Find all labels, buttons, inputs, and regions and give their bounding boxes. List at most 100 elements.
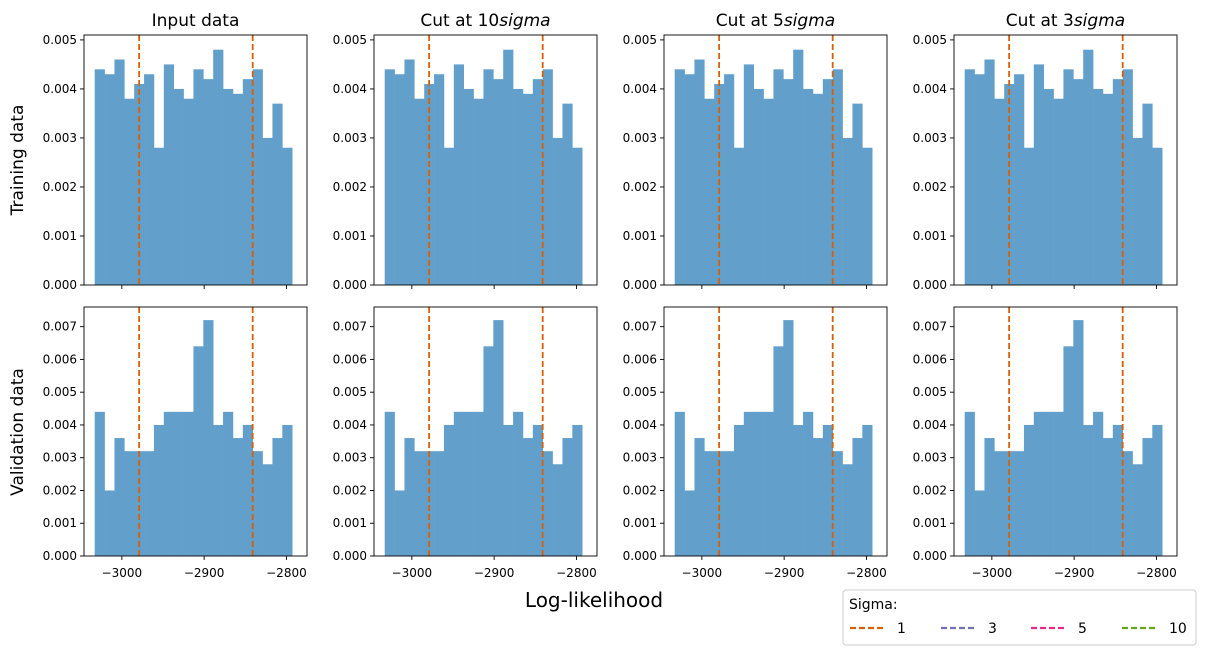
histogram-bar	[262, 464, 273, 556]
histogram-bar	[862, 424, 873, 556]
x-tick-label: −2800	[266, 566, 307, 580]
x-tick-label: −2800	[556, 566, 597, 580]
histogram-bar	[812, 438, 824, 556]
histogram-bar	[272, 103, 283, 286]
histogram-bar	[724, 74, 735, 285]
histogram-bar	[242, 79, 253, 285]
histogram-bar	[704, 451, 715, 556]
histogram-bar	[443, 147, 455, 285]
y-tick-label: 0.003	[623, 131, 657, 145]
histogram-bar	[733, 147, 745, 285]
panel-validation-1: 0.000 0.001 0.002 0.003 0.004 0.005 0.006 0.007…	[333, 306, 598, 580]
histogram-bar	[684, 74, 695, 285]
histogram-bar	[232, 438, 244, 556]
histogram-bar	[724, 451, 735, 556]
histogram-bar	[483, 346, 494, 556]
histogram-bar	[453, 411, 464, 556]
legend-label: 10	[1169, 621, 1187, 637]
y-tick-label: 0.005	[43, 33, 77, 47]
y-tick-label: 0.000	[913, 278, 947, 292]
histogram-bar	[572, 424, 583, 556]
histogram-bar	[793, 424, 804, 556]
legend-label: 3	[988, 621, 997, 637]
x-tick-label: −2800	[1136, 566, 1177, 580]
histogram-bar	[1132, 137, 1143, 285]
column-title-text: Cut at 10	[420, 11, 499, 31]
histogram-bar	[463, 88, 474, 285]
histogram-bar	[753, 88, 764, 285]
x-tick-label: −3000	[392, 566, 433, 580]
histogram-bar	[493, 320, 504, 556]
y-tick-label: 0.005	[623, 385, 657, 399]
x-tick-label: −2900	[764, 566, 805, 580]
y-tick-label: 0.002	[623, 483, 657, 497]
y-tick-label: 0.004	[333, 418, 367, 432]
histogram-bar	[783, 79, 794, 285]
histogram-bar	[173, 411, 184, 556]
histogram-bar	[124, 98, 135, 285]
histogram-bar	[114, 59, 125, 286]
histogram-bar	[522, 438, 534, 556]
y-tick-label: 0.000	[333, 549, 367, 563]
histogram-bar	[163, 411, 174, 556]
histogram-bar	[384, 411, 395, 556]
histogram-bar	[443, 424, 455, 556]
histogram-bar	[282, 424, 293, 556]
histogram-bar	[733, 424, 745, 556]
histogram-bar	[183, 411, 194, 556]
histogram-bar	[1112, 79, 1123, 285]
histogram-bar	[803, 88, 814, 285]
histogram-bar	[173, 88, 184, 285]
y-tick-label: 0.001	[913, 516, 947, 530]
histogram-bar	[1073, 320, 1084, 556]
histogram-bar	[223, 88, 234, 285]
histogram-bar	[213, 424, 224, 556]
histogram-bar	[1083, 49, 1094, 285]
panel-validation-3: 0.000 0.001 0.002 0.003 0.004 0.005 0.006 0.007…	[913, 306, 1178, 580]
histogram-bar	[1112, 424, 1123, 556]
histogram-bar	[1023, 424, 1035, 556]
axes-frame	[663, 34, 888, 286]
histogram-bar	[714, 451, 725, 556]
y-tick-label: 0.000	[43, 278, 77, 292]
histogram-bar	[493, 79, 504, 285]
y-tick-label: 0.006	[623, 352, 657, 366]
histogram-bar	[223, 411, 234, 556]
y-tick-label: 0.000	[623, 278, 657, 292]
y-tick-label: 0.002	[43, 483, 77, 497]
histogram-bar	[994, 98, 1005, 285]
histogram-bar	[463, 411, 474, 556]
y-tick-label: 0.001	[623, 229, 657, 243]
y-tick-label: 0.005	[623, 33, 657, 47]
y-tick-label: 0.003	[43, 451, 77, 465]
y-tick-label: 0.001	[43, 229, 77, 243]
histogram-bar	[1014, 74, 1025, 285]
legend-entry-5: 5	[1031, 621, 1087, 637]
y-tick-label: 0.003	[333, 451, 367, 465]
y-tick-label: 0.004	[623, 82, 657, 96]
legend-entry-1: 1	[850, 621, 906, 637]
column-title-3: Cut at 3sigma	[1006, 11, 1125, 31]
histogram-bar	[282, 147, 293, 285]
histogram-bar	[704, 98, 715, 285]
y-tick-label: 0.003	[913, 451, 947, 465]
panel-validation-2: 0.000 0.001 0.002 0.003 0.004 0.005 0.006 0.007…	[623, 306, 888, 580]
y-tick-label: 0.005	[43, 385, 77, 399]
y-tick-label: 0.004	[623, 418, 657, 432]
histogram-bar	[124, 451, 135, 556]
axes-frame	[953, 34, 1178, 286]
column-title-text: Cut at 3	[1006, 11, 1074, 31]
histogram-bar	[832, 451, 843, 556]
y-tick-label: 0.004	[43, 82, 77, 96]
legend-entry-3: 3	[941, 621, 997, 637]
histogram-bar	[964, 69, 975, 286]
histogram-bar	[984, 438, 995, 556]
histogram-bar	[144, 451, 155, 556]
x-tick-label: −2900	[184, 566, 225, 580]
histogram-bar	[1152, 147, 1163, 285]
histogram-bar	[1053, 98, 1064, 285]
row-label-validation: Validation data	[8, 368, 28, 496]
legend-label: 1	[897, 621, 906, 637]
row-label-training: Training data	[8, 105, 28, 217]
y-tick-label: 0.002	[913, 483, 947, 497]
